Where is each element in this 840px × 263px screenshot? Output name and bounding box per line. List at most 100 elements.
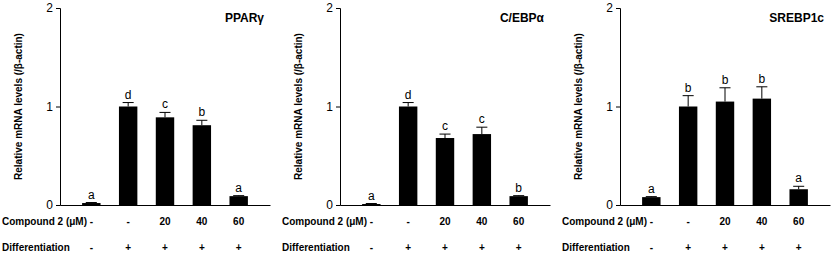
significance-letter: b: [722, 73, 729, 87]
y-axis-line: [616, 9, 621, 206]
y-axis: 0 1 2: [46, 1, 60, 212]
row-value: +: [722, 242, 728, 253]
y-axis-title: Relative mRNA levels (/β-actin): [13, 33, 24, 180]
y-tick: 1: [326, 100, 340, 114]
y-tick-label: 2: [606, 1, 613, 15]
error-stem: [128, 103, 129, 107]
row-label: Differentiation: [282, 242, 350, 253]
row-value: +: [759, 242, 765, 253]
title: PPARγ: [225, 11, 264, 25]
row-label: Compound 2 (μM): [282, 216, 367, 227]
error-bar: [793, 186, 804, 189]
error-cap: [86, 202, 97, 203]
y-axis-line: [336, 9, 341, 206]
significance-letter: a: [235, 181, 242, 195]
row-value: +: [125, 242, 131, 253]
y-axis: 0 1 2: [606, 1, 620, 212]
y-tick: 2: [46, 1, 60, 15]
y-tick-mark: [336, 205, 340, 206]
y-tick-mark: [336, 8, 340, 9]
panel: 012abbbaSREBP1cRelative mRNA levels (/β-…: [562, 1, 831, 253]
plot-area: [362, 103, 528, 205]
title: SREBP1c: [769, 11, 824, 25]
error-stem: [688, 96, 689, 107]
row-label: Differentiation: [2, 242, 70, 253]
significance-letter: d: [125, 88, 132, 102]
error-bar: [476, 127, 487, 134]
panel: 012adcbaPPARγRelative mRNA levels (/β-ac…: [2, 1, 271, 253]
x-axis-line: [621, 205, 831, 206]
plot-area: [642, 87, 808, 205]
y-tick-mark: [336, 107, 340, 108]
y-tick-mark: [616, 107, 620, 108]
row-label: Differentiation: [562, 242, 630, 253]
error-cap: [476, 127, 487, 128]
error-bar: [756, 87, 767, 99]
row-value: +: [405, 242, 411, 253]
error-bar: [646, 196, 657, 197]
row-value: -: [406, 216, 409, 227]
row-value: 20: [439, 216, 451, 227]
significance-letter: c: [442, 119, 448, 133]
error-cap: [366, 203, 377, 204]
error-bar: [439, 134, 450, 138]
y-tick-mark: [616, 205, 620, 206]
significance-letter: a: [88, 188, 95, 202]
y-tick: 2: [606, 1, 620, 15]
bar: [362, 204, 380, 205]
bar: [716, 102, 734, 205]
row-value: +: [162, 242, 168, 253]
y-axis-title: Relative mRNA levels (/β-actin): [573, 33, 584, 180]
y-tick: 2: [326, 1, 340, 15]
y-tick: 0: [326, 198, 340, 212]
bar: [399, 107, 417, 206]
error-stem: [201, 120, 202, 125]
panel: 012adccbC/EBPαRelative mRNA levels (/β-a…: [282, 1, 551, 253]
significance-letter: c: [162, 97, 168, 111]
row-label: Compound 2 (μM): [2, 216, 87, 227]
row-value: 60: [793, 216, 805, 227]
y-tick-label: 0: [326, 198, 333, 212]
y-tick-mark: [616, 8, 620, 9]
error-stem: [165, 112, 166, 117]
error-stem: [445, 134, 446, 138]
bar: [789, 189, 807, 205]
error-cap: [513, 195, 524, 196]
row-value: +: [796, 242, 802, 253]
row-value: -: [686, 216, 689, 227]
error-cap: [123, 102, 134, 103]
y-tick: 0: [606, 198, 620, 212]
significance-letter: a: [795, 171, 802, 185]
y-tick-mark: [56, 107, 60, 108]
row-label: Compound 2 (μM): [562, 216, 647, 227]
y-tick: 1: [46, 100, 60, 114]
error-bar: [513, 195, 524, 196]
error-cap: [159, 112, 170, 113]
y-tick-label: 0: [606, 198, 613, 212]
y-tick-mark: [56, 205, 60, 206]
row-value: 40: [756, 216, 768, 227]
y-tick: 1: [606, 100, 620, 114]
x-axis-line: [61, 205, 271, 206]
row-value: -: [370, 242, 373, 253]
row-value: +: [685, 242, 691, 253]
error-bar: [403, 103, 414, 107]
error-bar: [123, 103, 134, 107]
y-axis-title: Relative mRNA levels (/β-actin): [293, 33, 304, 180]
y-tick-label: 2: [46, 1, 53, 15]
bar: [119, 107, 137, 206]
row-value: -: [90, 242, 93, 253]
error-cap: [439, 134, 450, 135]
figure: 0 1 2 a d c b a PPARγ Relative mRNA levels (/β-ac…: [0, 0, 840, 263]
row-value: +: [442, 242, 448, 253]
row-value: -: [90, 216, 93, 227]
error-cap: [793, 186, 804, 187]
plot-area: [82, 103, 248, 205]
y-tick-label: 0: [46, 198, 53, 212]
row-value: +: [516, 242, 522, 253]
row-value: 60: [233, 216, 245, 227]
significance-letter: a: [648, 182, 655, 196]
bar: [679, 107, 697, 206]
y-tick: 0: [46, 198, 60, 212]
y-tick-label: 1: [46, 100, 53, 114]
